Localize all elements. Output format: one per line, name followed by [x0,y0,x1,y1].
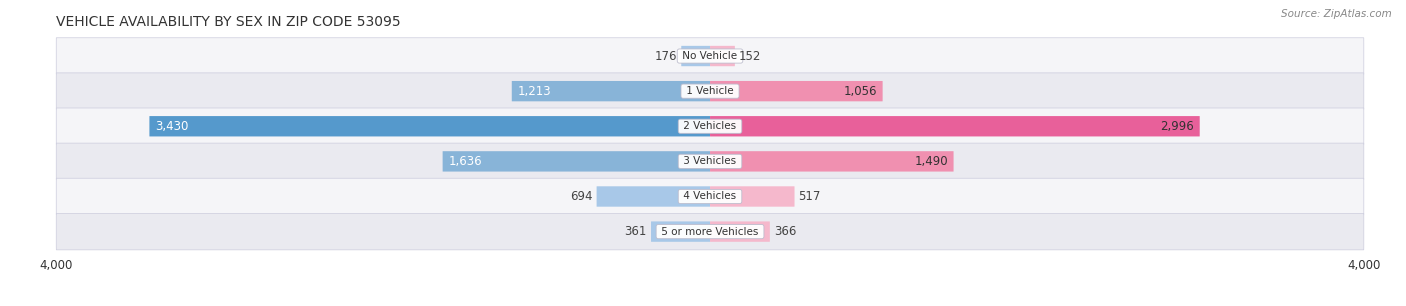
Text: Source: ZipAtlas.com: Source: ZipAtlas.com [1281,9,1392,19]
FancyBboxPatch shape [56,143,1364,180]
FancyBboxPatch shape [682,46,710,66]
FancyBboxPatch shape [56,178,1364,215]
FancyBboxPatch shape [710,46,735,66]
Text: 1,490: 1,490 [914,155,948,168]
Text: 366: 366 [773,225,796,238]
Text: 176: 176 [655,50,678,62]
Text: 694: 694 [569,190,592,203]
FancyBboxPatch shape [651,222,710,242]
Text: 2 Vehicles: 2 Vehicles [681,121,740,131]
FancyBboxPatch shape [56,73,1364,110]
Text: 3,430: 3,430 [155,120,188,133]
Text: 517: 517 [799,190,821,203]
Text: 1,213: 1,213 [517,85,551,98]
FancyBboxPatch shape [443,151,710,172]
FancyBboxPatch shape [710,151,953,172]
Text: 361: 361 [624,225,647,238]
Text: 1,636: 1,636 [449,155,482,168]
Text: 3 Vehicles: 3 Vehicles [681,156,740,166]
Text: 2,996: 2,996 [1160,120,1194,133]
FancyBboxPatch shape [56,108,1364,144]
FancyBboxPatch shape [710,186,794,207]
FancyBboxPatch shape [149,116,710,136]
Text: 1 Vehicle: 1 Vehicle [683,86,737,96]
FancyBboxPatch shape [596,186,710,207]
Text: VEHICLE AVAILABILITY BY SEX IN ZIP CODE 53095: VEHICLE AVAILABILITY BY SEX IN ZIP CODE … [56,15,401,28]
Text: 5 or more Vehicles: 5 or more Vehicles [658,227,762,237]
FancyBboxPatch shape [512,81,710,101]
Text: 4 Vehicles: 4 Vehicles [681,192,740,201]
FancyBboxPatch shape [710,222,770,242]
Text: No Vehicle: No Vehicle [679,51,741,61]
FancyBboxPatch shape [56,213,1364,250]
FancyBboxPatch shape [56,38,1364,74]
FancyBboxPatch shape [710,116,1199,136]
FancyBboxPatch shape [710,81,883,101]
Text: 1,056: 1,056 [844,85,877,98]
Text: 152: 152 [740,50,761,62]
